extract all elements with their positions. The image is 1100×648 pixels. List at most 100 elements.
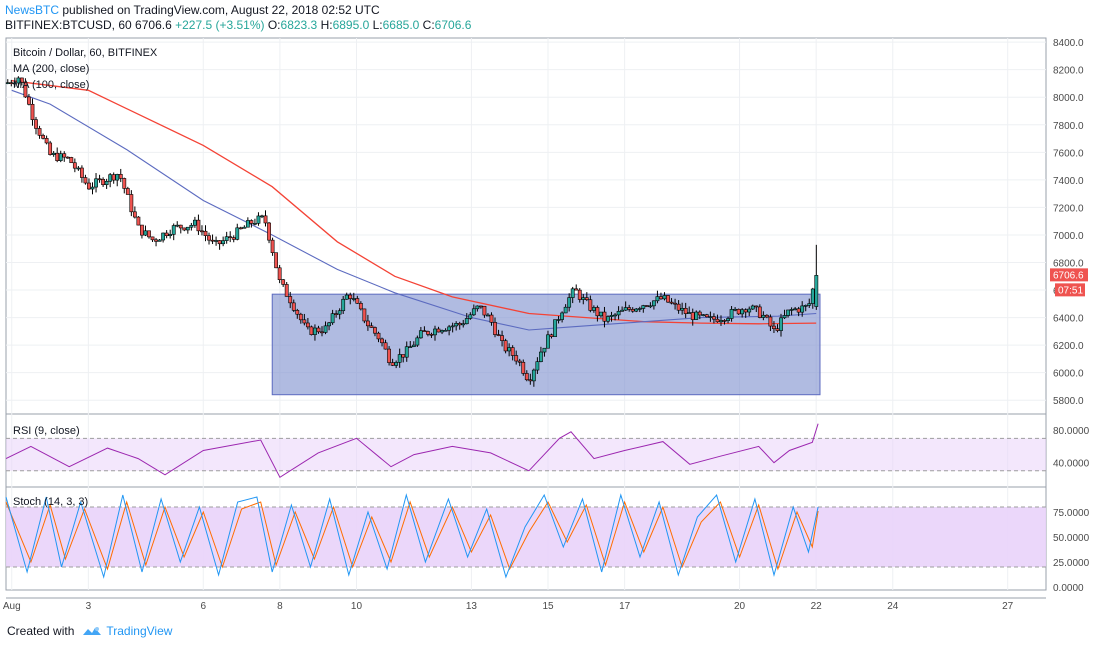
candle-body [475,305,480,310]
rsi-pane-title: RSI (9, close) [13,425,80,437]
candle-body [348,294,353,299]
candle-body [108,174,113,182]
x-tick-label: 3 [86,601,92,612]
candle-body [422,330,427,332]
candle-body [768,316,773,327]
candle-body [242,226,247,229]
last-price-badge: 6706.6 [1050,268,1088,282]
ohlc-line: BITFINEX:BTCUSD, 60 6706.6 +227.5 (+3.51… [5,18,471,32]
rsi-layer [5,423,1046,479]
last-price-badge-text: 6706.6 [1053,270,1084,281]
candle-body [655,296,660,302]
candle-body [5,82,10,84]
candle-body [65,156,70,159]
candle-body [553,319,557,337]
price-tick-label: 5800.0 [1053,396,1084,407]
candle-body [496,334,501,336]
candle-body [277,267,282,281]
candle-body [757,306,762,318]
candle-body [740,309,745,315]
last-price-badge-bg [1050,268,1088,282]
candle-body [426,331,430,335]
candle-body [9,82,14,84]
candle-body [535,361,540,371]
candle-body [309,326,314,335]
candle-body [37,128,42,136]
stoch-tick-label: 25.0000 [1053,558,1090,569]
candle-body [436,328,441,333]
rsi-tick-label: 80.0000 [1053,426,1090,437]
candle-body [599,311,603,317]
candle-body [256,215,261,224]
candle-body [687,312,692,314]
candle-body [800,305,805,313]
x-tick-label: 22 [811,601,823,612]
candle-body [673,302,677,305]
countdown-badge: 07:51 [1055,283,1085,297]
candle-body [330,313,335,324]
x-tick-label: 10 [351,601,363,612]
candle-body [644,305,649,307]
candle-body [235,227,240,240]
candle-body [58,153,63,161]
candle-body [690,312,695,320]
candle-body [313,327,317,335]
countdown-badge-bg [1055,283,1085,297]
candle-body [666,295,670,303]
candle-body [369,325,374,328]
candle-body [147,230,151,238]
candle-body [676,303,681,311]
candle-body [712,316,716,320]
candle-body [570,288,575,298]
price-tick-label: 6200.0 [1053,341,1084,352]
candle-body [581,297,586,300]
candle-body [796,308,801,313]
candle-body [743,309,748,313]
x-tick-label: 15 [542,601,554,612]
candle-body [736,308,741,315]
candle-body [542,347,547,353]
candle-body [394,362,399,366]
candle-body [383,342,388,350]
ma100-legend: MA (100, close) [13,79,89,91]
publish-line: NewsBTC published on TradingView.com, Au… [5,3,380,17]
candle-body [168,234,173,237]
publisher-name[interactable]: NewsBTC [5,3,60,17]
candle-body [493,322,497,335]
candle-body [115,174,120,181]
candle-body [132,211,137,218]
rsi-line [5,423,819,479]
moving-averages [11,80,817,331]
candle-body [464,318,469,325]
candle-body [231,237,236,240]
candle-body [517,360,522,363]
candle-body [55,152,60,161]
candle-body [376,332,381,340]
change-label: +227.5 (+3.51%) [175,18,265,32]
candle-body [182,227,187,231]
x-tick-label: 20 [734,601,746,612]
tradingview-link[interactable]: TradingView [82,624,172,638]
candle-body [648,305,653,308]
candle-body [274,252,279,269]
x-tick-label: 17 [619,601,631,612]
candle-body [214,240,218,242]
x-tick-label: 6 [200,601,206,612]
candle-body [203,230,208,236]
candle-body [380,338,384,344]
candle-body [334,313,339,315]
candle-body [789,309,794,311]
candle-body [659,296,663,300]
x-tick-label: 27 [1002,601,1014,612]
candle-body [457,323,462,326]
candle-body [468,314,473,319]
candle-body [94,178,98,188]
candle-body [387,348,391,363]
candle-body [630,309,635,312]
close-label: C: [422,18,435,32]
candle-body [613,314,617,317]
candle-body [620,309,625,312]
candle-body [362,308,367,322]
stoch-tick-label: 75.0000 [1053,508,1090,519]
